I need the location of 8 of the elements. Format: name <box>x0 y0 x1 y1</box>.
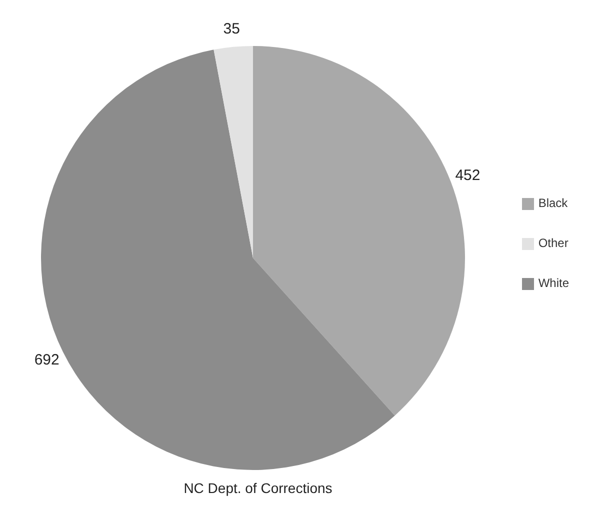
data-label: 35 <box>223 20 240 38</box>
pie-slice <box>214 46 253 258</box>
legend-label: Black <box>538 196 568 210</box>
legend-label: Other <box>538 236 568 250</box>
data-label: 692 <box>34 352 60 369</box>
data-label: 452 <box>455 167 480 184</box>
legend-label: White <box>538 276 569 290</box>
text: NC Dept. of Corrections <box>182 480 334 496</box>
